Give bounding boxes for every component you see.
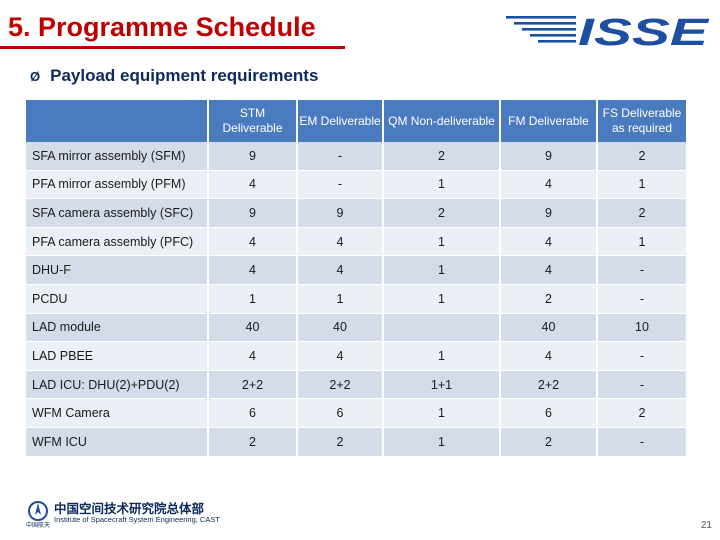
logo-speed-lines	[506, 16, 576, 43]
table-cell: 4	[296, 227, 383, 257]
table-cell: 9	[296, 198, 383, 228]
table-cell: -	[596, 284, 686, 314]
row-label: WFM Camera	[26, 398, 208, 428]
table-cell: 2	[296, 427, 383, 457]
table-cell: 4	[296, 341, 383, 371]
table-cell: -	[596, 370, 686, 400]
row-label: LAD ICU: DHU(2)+PDU(2)	[26, 370, 208, 400]
row-label: WFM ICU	[26, 427, 208, 457]
slide-title: 5. Programme Schedule	[8, 12, 316, 42]
table-header-row: STM Deliverable EM Deliverable QM Non-de…	[26, 100, 686, 142]
table-cell: 2	[499, 284, 597, 314]
table-cell: 1	[382, 170, 500, 200]
footer-institute-name-cn: 中国空间技术研究院总体部	[54, 501, 205, 516]
table-cell: 2	[596, 142, 686, 171]
table-cell: 2	[382, 142, 500, 171]
table-cell: 6	[207, 398, 297, 428]
title-underline	[0, 46, 345, 49]
table-row: LAD module 40 40 40 10	[26, 313, 686, 343]
page-number: 21	[700, 520, 712, 531]
header-stub	[26, 100, 208, 142]
table-cell: 4	[499, 341, 597, 371]
table-cell: 4	[499, 255, 597, 285]
table-row: PFA camera assembly (PFC) 4 4 1 4 1	[26, 227, 686, 257]
table-cell: 2+2	[296, 370, 383, 400]
table-cell: -	[596, 427, 686, 457]
table-row: WFM ICU 2 2 1 2 -	[26, 427, 686, 457]
table-cell: 1	[596, 170, 686, 200]
table-row: LAD ICU: DHU(2)+PDU(2) 2+2 2+2 1+1 2+2 -	[26, 370, 686, 400]
row-label: PFA camera assembly (PFC)	[26, 227, 208, 257]
table-cell: -	[596, 255, 686, 285]
section-heading: Ø Payload equipment requirements	[30, 66, 318, 86]
header-fs: FS Deliverable as required	[596, 100, 686, 142]
isse-logo: ISSE	[506, 12, 710, 50]
table-cell: 1	[382, 255, 500, 285]
table-cell: 4	[207, 170, 297, 200]
table-cell: 1	[382, 341, 500, 371]
table-cell: 1	[296, 284, 383, 314]
table-cell: 2	[596, 398, 686, 428]
table-cell: 1	[382, 227, 500, 257]
table-cell: 4	[207, 227, 297, 257]
table-row: SFA camera assembly (SFC) 9 9 2 9 2	[26, 198, 686, 228]
table-cell: 1	[382, 398, 500, 428]
row-label: LAD PBEE	[26, 341, 208, 371]
header-fm: FM Deliverable	[499, 100, 597, 142]
table-cell: -	[296, 142, 383, 171]
table-cell: 9	[499, 198, 597, 228]
table-cell: 4	[296, 255, 383, 285]
table-cell: 9	[207, 198, 297, 228]
table-row: PCDU 1 1 1 2 -	[26, 284, 686, 314]
row-label: SFA mirror assembly (SFM)	[26, 142, 208, 171]
cast-emblem-icon	[28, 501, 48, 521]
row-label: SFA camera assembly (SFC)	[26, 198, 208, 228]
table-cell: 4	[499, 170, 597, 200]
table-row: SFA mirror assembly (SFM) 9 - 2 9 2	[26, 142, 686, 171]
table-cell: 2	[207, 427, 297, 457]
cast-institute-logo: 中国空间技术研究院总体部 Institute of Spacecraft Sys…	[26, 498, 220, 529]
header-stm: STM Deliverable	[207, 100, 297, 142]
table-cell: -	[596, 341, 686, 371]
table-cell: 1	[382, 284, 500, 314]
table-cell: 2+2	[207, 370, 297, 400]
equipment-requirements-table: STM Deliverable EM Deliverable QM Non-de…	[26, 100, 686, 457]
table-cell: -	[296, 170, 383, 200]
table-row: WFM Camera 6 6 1 6 2	[26, 398, 686, 428]
table-cell: 40	[296, 313, 383, 343]
table-cell: 1+1	[382, 370, 500, 400]
table-cell: 4	[207, 341, 297, 371]
table-cell: 6	[296, 398, 383, 428]
table-cell: 9	[207, 142, 297, 171]
table-row: LAD PBEE 4 4 1 4 -	[26, 341, 686, 371]
header-qm: QM Non-deliverable	[382, 100, 500, 142]
table-cell	[382, 313, 500, 343]
table-cell: 10	[596, 313, 686, 343]
table-cell: 2	[382, 198, 500, 228]
row-label: PCDU	[26, 284, 208, 314]
table-cell: 40	[207, 313, 297, 343]
table-cell: 6	[499, 398, 597, 428]
row-label: LAD module	[26, 313, 208, 343]
table-cell: 4	[499, 227, 597, 257]
table-cell: 1	[596, 227, 686, 257]
table-cell: 1	[207, 284, 297, 314]
table-cell: 2	[499, 427, 597, 457]
header-em: EM Deliverable	[296, 100, 383, 142]
table-cell: 40	[499, 313, 597, 343]
table-cell: 2	[596, 198, 686, 228]
table-row: DHU-F 4 4 1 4 -	[26, 255, 686, 285]
table-cell: 2+2	[499, 370, 597, 400]
row-label: DHU-F	[26, 255, 208, 285]
bullet-arrow-icon: Ø	[30, 69, 41, 84]
table-cell: 1	[382, 427, 500, 457]
row-label: PFA mirror assembly (PFM)	[26, 170, 208, 200]
logo-text: ISSE	[578, 12, 710, 50]
section-heading-text: Payload equipment requirements	[50, 66, 319, 85]
table-cell: 9	[499, 142, 597, 171]
table-row: PFA mirror assembly (PFM) 4 - 1 4 1	[26, 170, 686, 200]
footer-institute-name-en: Institute of Spacecraft System Engineeri…	[54, 515, 220, 524]
footer-brand-cn: 中国航天	[26, 523, 51, 529]
table-cell: 4	[207, 255, 297, 285]
